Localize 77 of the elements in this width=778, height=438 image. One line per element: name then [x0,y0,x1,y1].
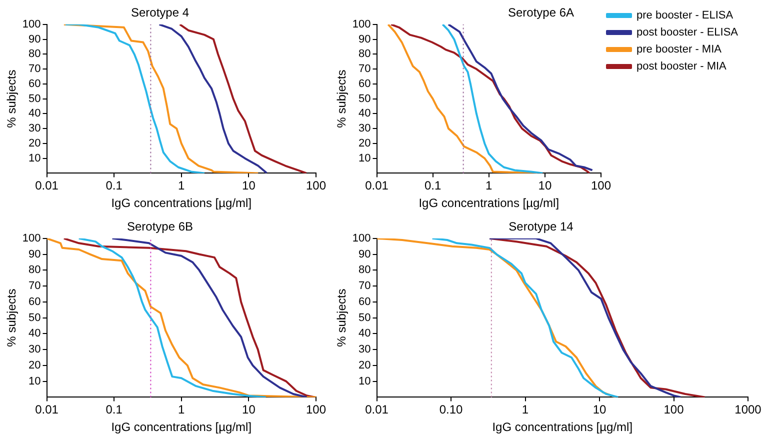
y-tick-label: 20 [358,359,371,372]
y-axis-title: % subjects [4,70,19,128]
legend-label: pre booster - MIA [636,44,722,56]
y-tick-label: 30 [358,122,371,135]
y-tick-label: 80 [358,264,371,276]
x-tick-label: 10 [242,402,256,417]
y-axis-title: % subjects [334,288,349,347]
x-tick-label: 100 [590,178,612,193]
y-tick-label: 80 [28,48,41,60]
y-tick-label: 30 [28,122,41,135]
y-tick-label: 30 [28,344,41,356]
y-tick-label: 60 [28,296,41,308]
x-tick-label: 0.1 [106,178,123,193]
y-tick-label: 60 [28,78,41,90]
x-axis-title: IgG concentrations [µg/ml] [111,420,252,434]
x-tick-label: 0.10 [439,402,464,417]
y-tick-label: 100 [22,232,41,244]
y-tick-label: 60 [358,296,371,308]
x-tick-label: 0.01 [365,178,389,193]
y-tick-label: 50 [358,312,371,324]
y-tick-label: 40 [358,328,371,340]
legend-label: post booster - MIA [636,60,728,73]
x-tick-label: 1 [178,178,186,193]
y-tick-label: 90 [358,33,371,46]
y-tick-label: 20 [358,137,371,150]
y-tick-label: 90 [28,248,41,260]
legend-label: post booster - ELISA [636,26,739,39]
y-tick-label: 50 [28,92,41,105]
y-tick-label: 20 [28,359,41,372]
x-tick-label: 100 [306,178,326,193]
y-tick-label: 70 [28,280,41,292]
y-tick-label: 60 [358,78,371,90]
x-tick-label: 0.01 [35,178,59,193]
y-tick-label: 10 [28,375,41,388]
y-tick-label: 90 [358,248,371,260]
y-axis-title: % subjects [4,288,19,347]
chart-title: Serotype 4 [130,6,190,20]
chart-title: Serotype 6B [126,220,194,234]
x-tick-label: 1 [522,402,529,417]
y-axis-title: % subjects [334,70,349,128]
y-tick-label: 100 [22,18,41,30]
y-tick-label: 40 [358,108,371,120]
x-tick-label: 0.1 [424,178,442,193]
x-tick-label: 0.1 [106,402,123,417]
x-tick-label: 10 [242,178,256,193]
chart-title: Serotype 6A [508,6,574,20]
y-tick-label: 80 [28,264,41,276]
y-tick-label: 70 [358,280,371,292]
y-tick-label: 40 [28,328,41,340]
y-tick-label: 50 [358,92,371,105]
x-axis-title: IgG concentrations [µg/ml] [418,196,560,210]
x-tick-label: 0.01 [365,402,389,417]
y-tick-label: 10 [358,152,371,164]
y-tick-label: 40 [28,108,41,120]
y-tick-label: 70 [28,63,41,76]
x-tick-label: 1 [486,178,493,193]
y-tick-label: 10 [358,375,371,388]
x-tick-label: 10 [592,402,606,417]
x-tick-label: 100 [664,402,684,417]
y-tick-label: 70 [358,63,371,76]
y-tick-label: 80 [358,48,371,60]
y-tick-label: 20 [28,137,41,150]
x-tick-label: 1000 [734,402,762,417]
x-tick-label: 1 [178,402,186,417]
x-axis-title: IgG concentrations [µg/ml] [111,196,252,210]
x-axis-title: IgG concentrations [µg/ml] [492,420,633,434]
x-tick-label: 10 [538,178,552,193]
y-tick-label: 10 [28,152,41,164]
chart-title: Serotype 14 [508,220,574,234]
x-tick-label: 0.01 [35,402,59,417]
y-tick-label: 100 [352,232,371,244]
y-tick-label: 100 [352,18,371,30]
y-tick-label: 50 [28,312,41,324]
y-tick-label: 90 [28,33,41,46]
legend-label: pre booster - ELISA [636,10,734,22]
x-tick-label: 100 [306,402,326,417]
y-tick-label: 30 [358,344,371,356]
